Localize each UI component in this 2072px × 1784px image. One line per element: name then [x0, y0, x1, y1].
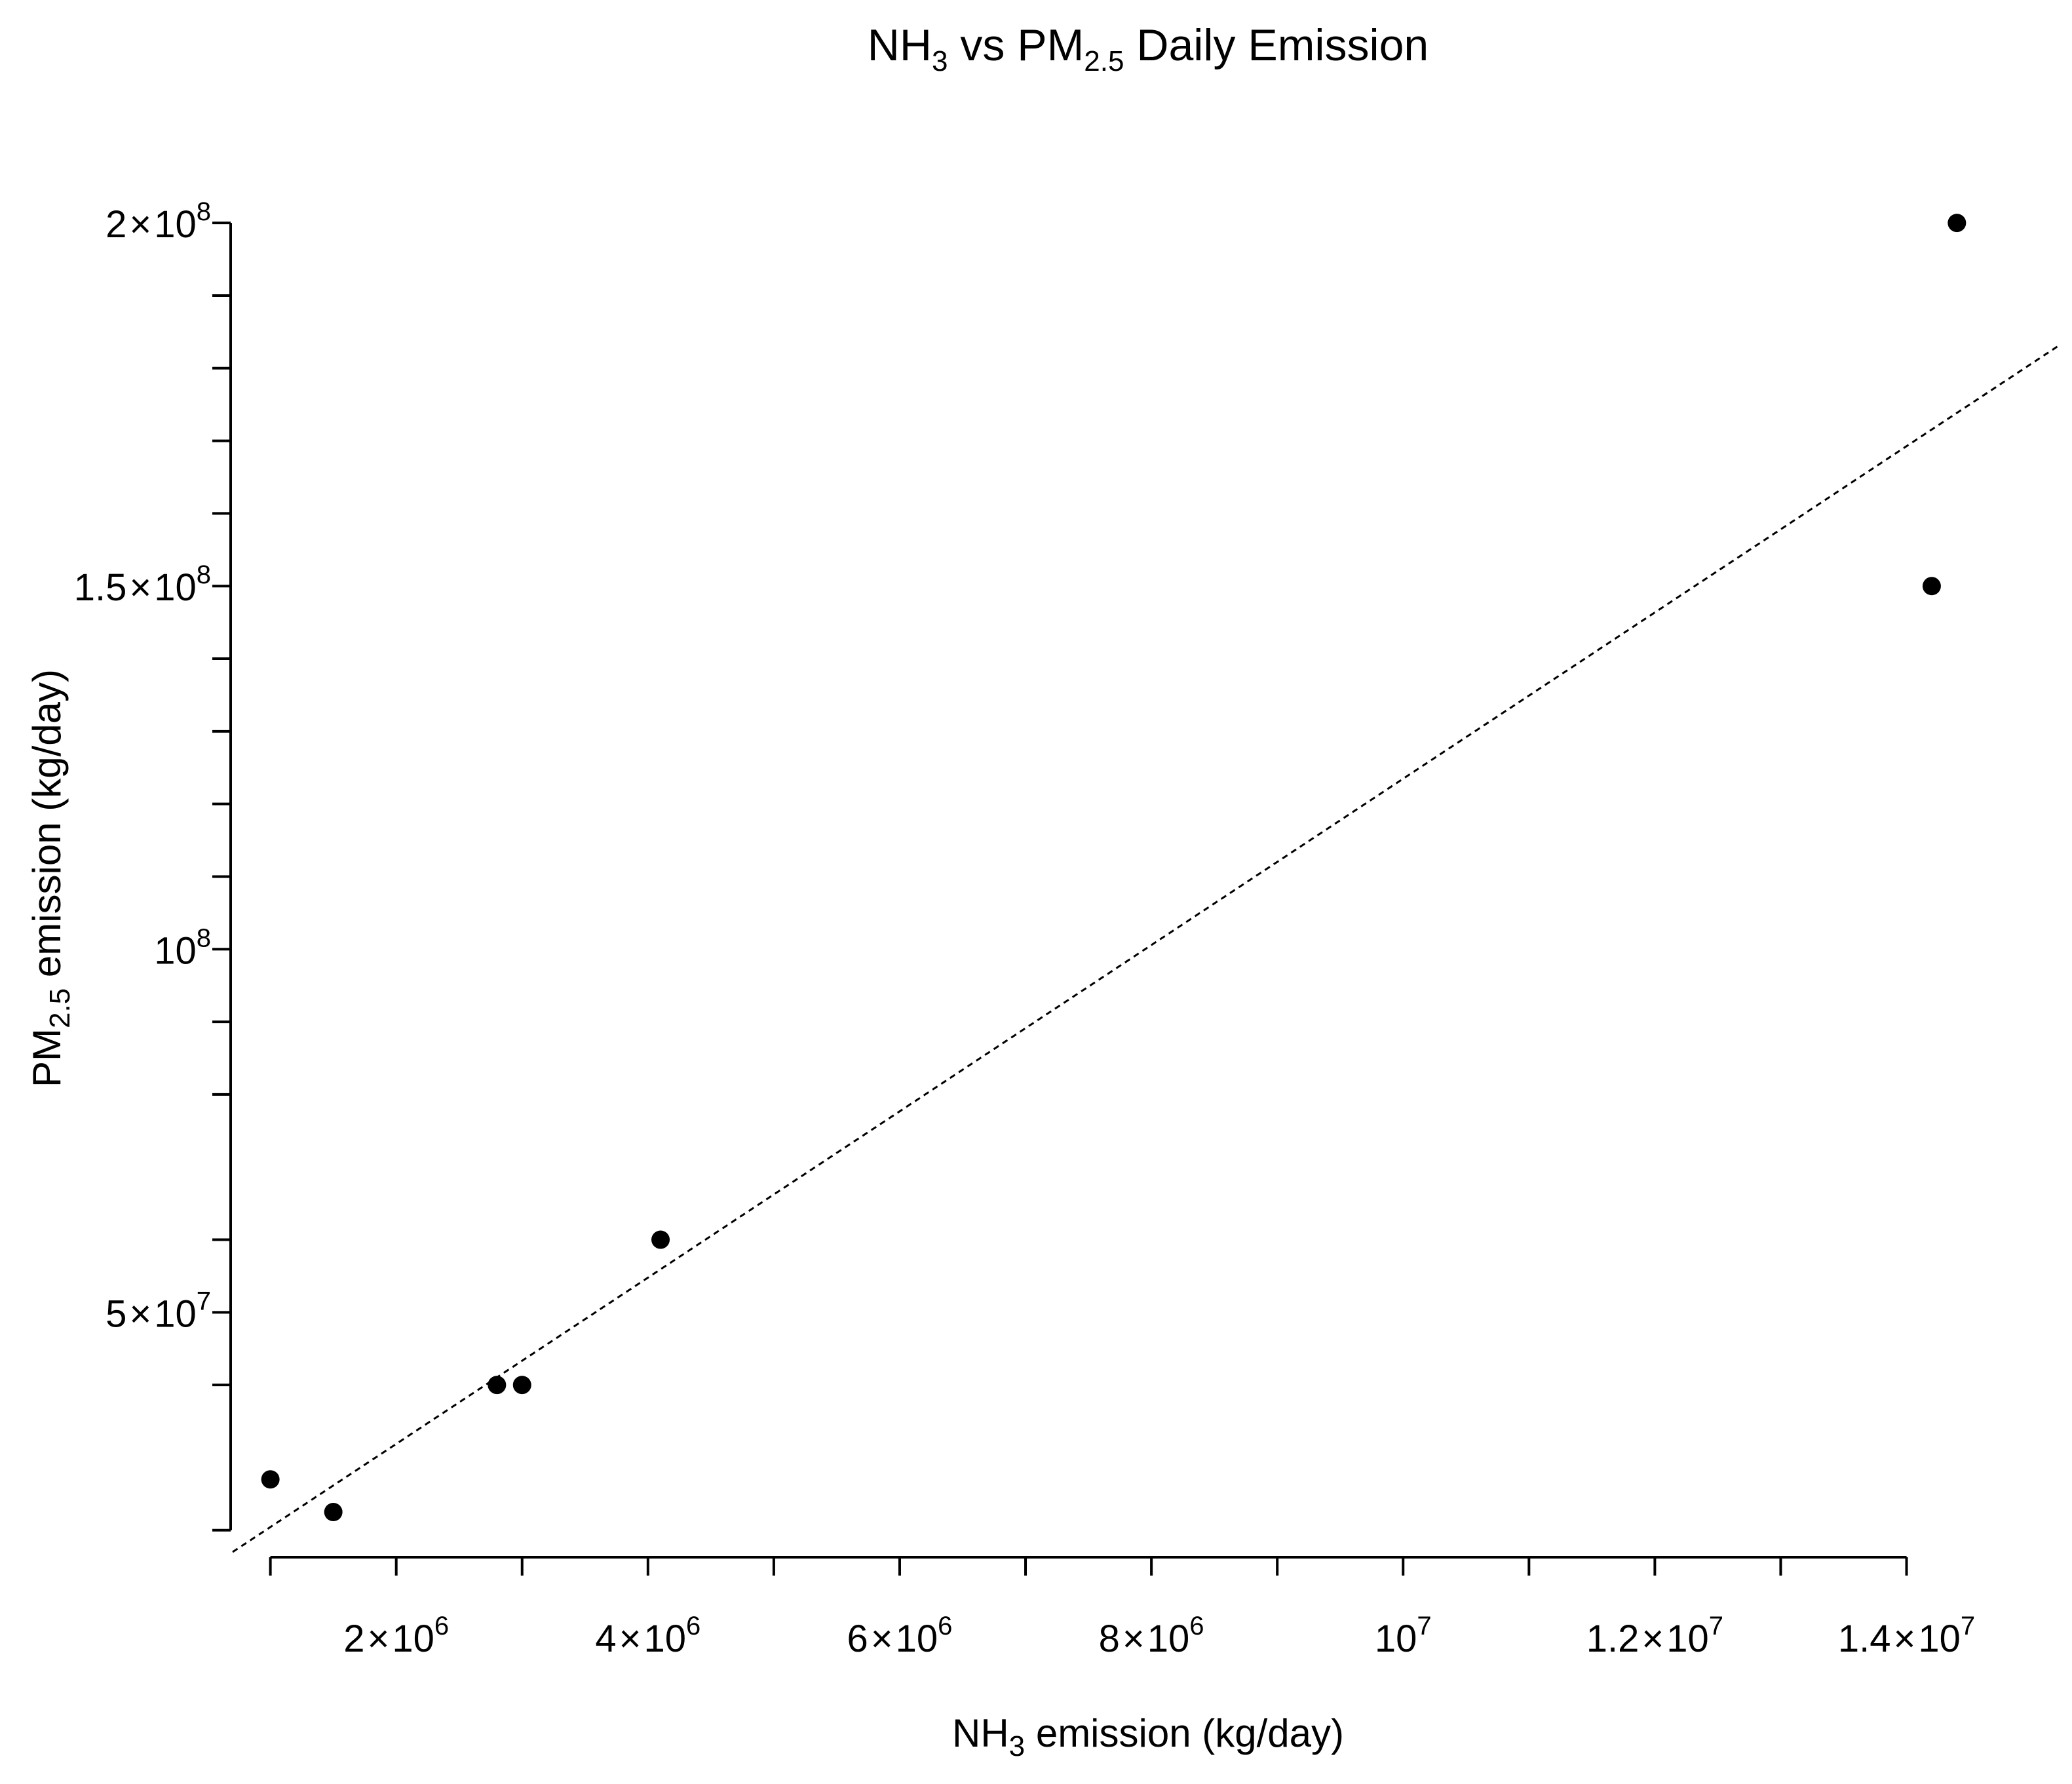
- x-axis-title: NH3 emission (kg/day): [952, 1711, 1344, 1762]
- x-axis: 2×106 4×106 6×106 8×106 107 1.2×107 1.4×107: [269, 1556, 1975, 1660]
- y-axis: 5×107 108 1.5×108 2×108: [74, 197, 232, 1532]
- x-tick-label: 107: [1375, 1612, 1432, 1660]
- y-tick-label: 1.5×108: [74, 560, 211, 609]
- trend-line: [232, 345, 2058, 1553]
- x-tick-label: 2×106: [343, 1612, 449, 1660]
- y-axis-title: PM2.5 emission (kg/day): [25, 669, 76, 1087]
- data-point: [512, 1376, 531, 1395]
- data-point: [1922, 577, 1941, 596]
- x-tick-label: 4×106: [595, 1612, 700, 1660]
- y-tick-label: 2×108: [106, 197, 211, 246]
- y-tick-label: 108: [154, 923, 211, 972]
- data-point: [1947, 214, 1966, 233]
- data-points: [261, 214, 1966, 1522]
- data-point: [651, 1230, 670, 1249]
- x-tick-label: 6×106: [847, 1612, 953, 1660]
- x-tick-label: 1.4×107: [1838, 1612, 1975, 1660]
- chart-title: NH3 vs PM2.5 Daily Emission: [868, 20, 1429, 77]
- data-point: [261, 1470, 280, 1489]
- data-point: [488, 1376, 507, 1395]
- data-point: [324, 1503, 343, 1522]
- x-tick-label: 8×106: [1099, 1612, 1204, 1660]
- y-tick-label: 5×107: [106, 1287, 211, 1335]
- x-tick-label: 1.2×107: [1586, 1612, 1723, 1660]
